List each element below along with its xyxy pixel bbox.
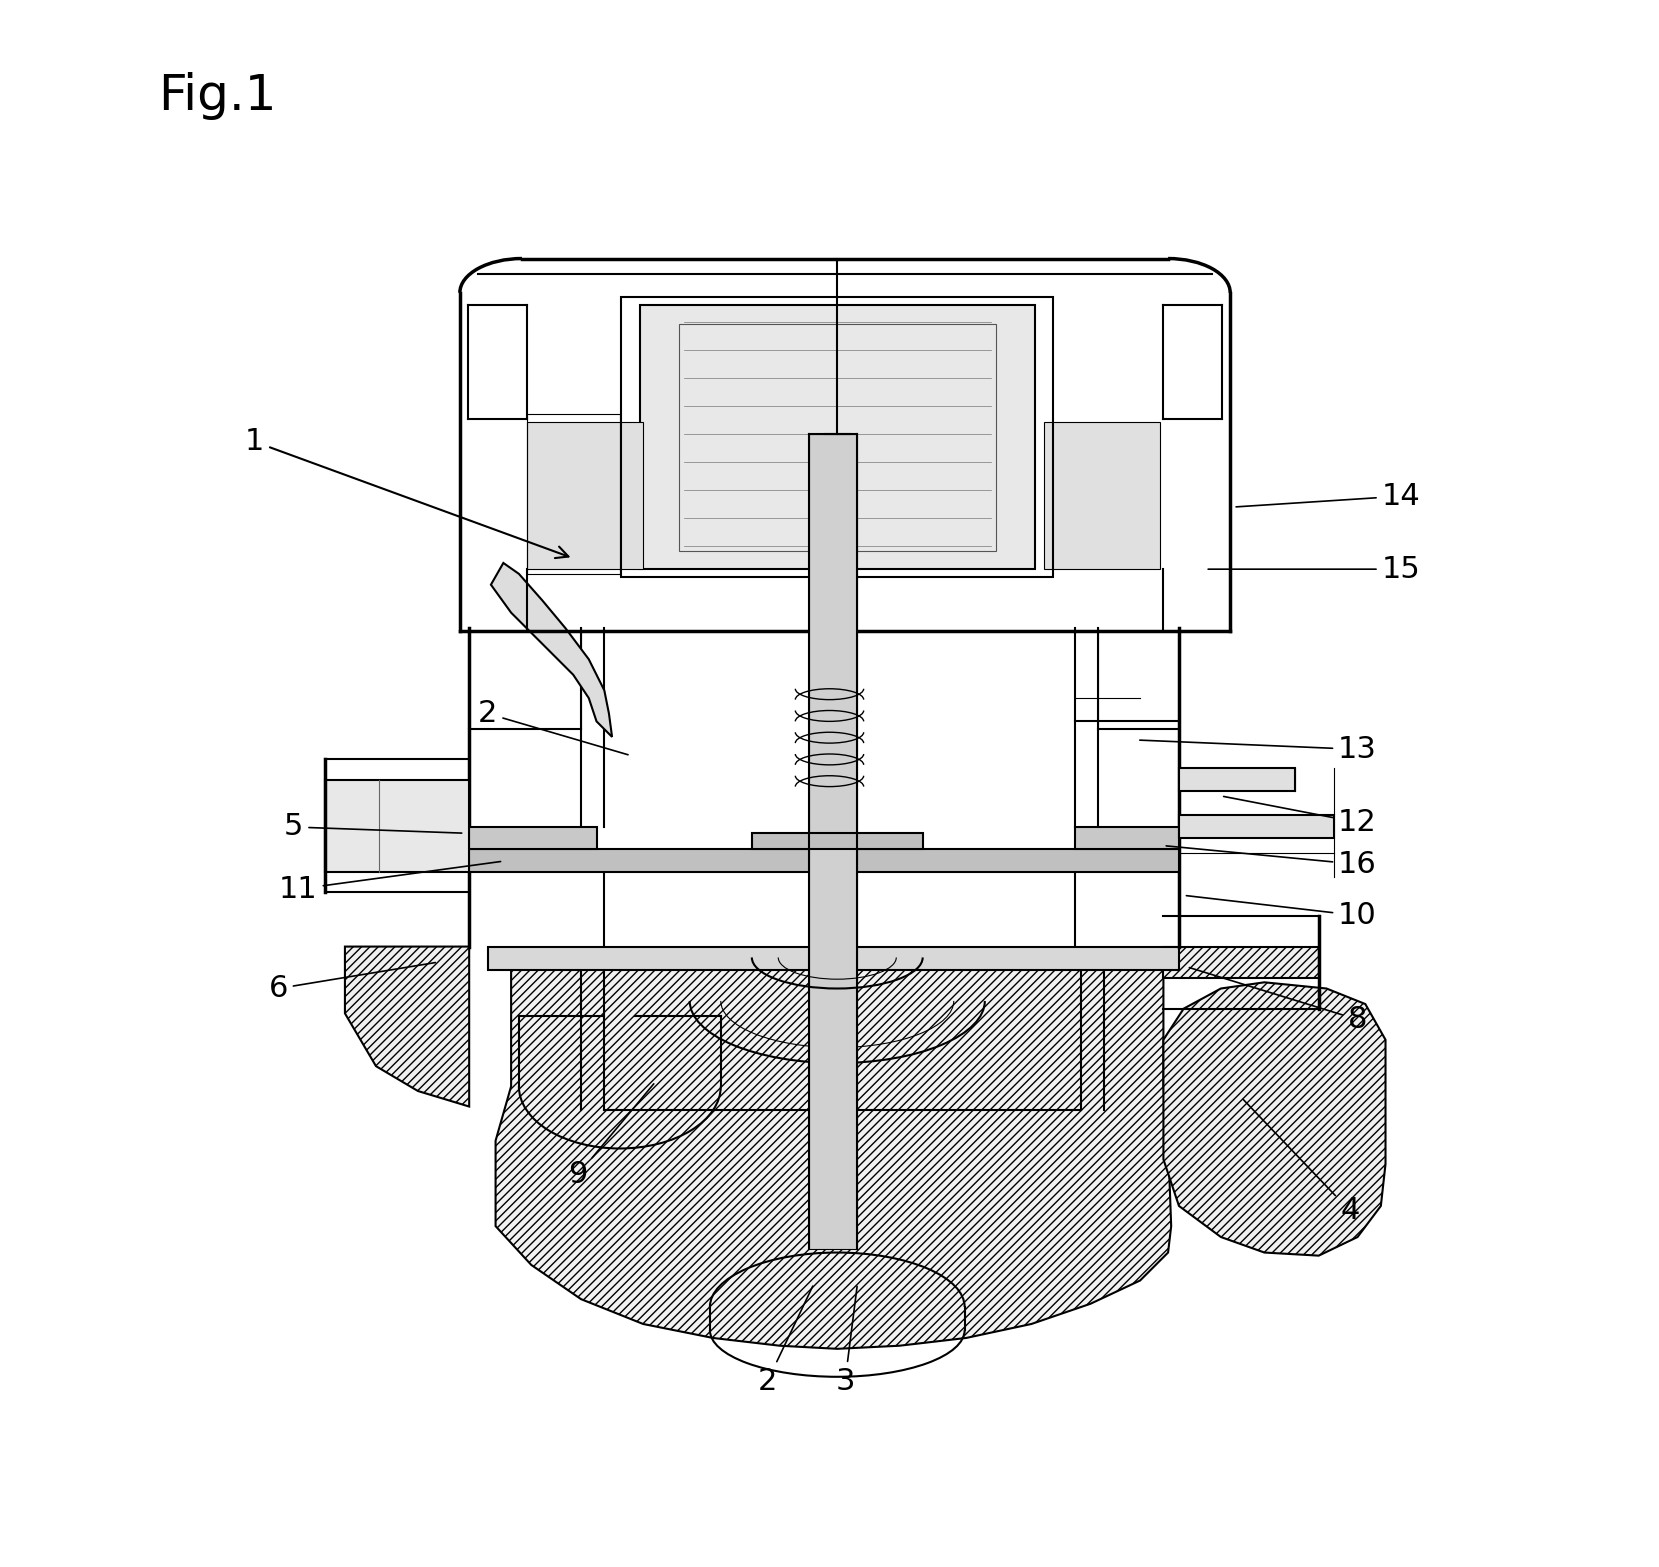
- Text: 12: 12: [1224, 796, 1377, 837]
- Text: 6: 6: [269, 962, 435, 1003]
- Polygon shape: [752, 834, 922, 849]
- Polygon shape: [491, 563, 612, 736]
- Bar: [1044, 422, 1160, 569]
- Bar: [526, 422, 644, 569]
- Polygon shape: [1180, 768, 1296, 791]
- Polygon shape: [469, 849, 1180, 871]
- Text: 3: 3: [834, 1287, 858, 1396]
- Polygon shape: [325, 780, 469, 871]
- Text: 4: 4: [1243, 1098, 1359, 1225]
- Text: Fig.1: Fig.1: [159, 72, 277, 121]
- Text: 2: 2: [478, 699, 629, 755]
- Bar: [640, 306, 1035, 569]
- Bar: [526, 414, 620, 574]
- Text: 2: 2: [758, 1287, 813, 1396]
- Polygon shape: [1163, 983, 1385, 1255]
- Bar: [679, 324, 995, 550]
- Polygon shape: [1075, 827, 1180, 849]
- Polygon shape: [1180, 815, 1334, 838]
- Polygon shape: [496, 962, 1171, 1349]
- Text: 14: 14: [1236, 481, 1420, 511]
- Bar: [622, 298, 1053, 577]
- Polygon shape: [1163, 946, 1319, 978]
- Text: 5: 5: [284, 812, 461, 841]
- Text: 1: 1: [246, 428, 569, 558]
- Text: 8: 8: [1190, 967, 1367, 1034]
- Polygon shape: [810, 434, 858, 1249]
- Polygon shape: [488, 946, 1180, 970]
- Text: 16: 16: [1166, 846, 1377, 879]
- Polygon shape: [345, 946, 469, 1106]
- Text: 9: 9: [569, 1084, 654, 1189]
- Text: 10: 10: [1186, 896, 1377, 929]
- Text: 11: 11: [279, 862, 501, 904]
- Polygon shape: [469, 827, 597, 849]
- Text: 15: 15: [1208, 555, 1420, 583]
- Text: 13: 13: [1140, 735, 1377, 763]
